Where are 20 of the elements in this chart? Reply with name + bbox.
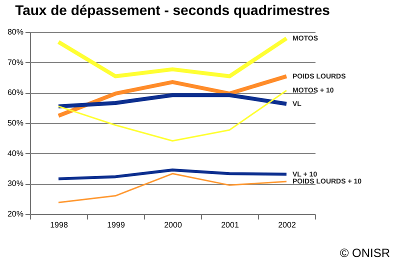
y-tick-label: 80%: [7, 28, 24, 36]
x-tick-label: 2002: [278, 220, 296, 230]
chart-title: Taux de dépassement - seconds quadrimestres: [15, 2, 330, 18]
line-series: [58, 90, 288, 142]
x-tick-label: 1999: [107, 220, 126, 230]
x-tick-label: 2000: [164, 220, 182, 230]
line-series: [57, 168, 288, 180]
line-series: [58, 172, 288, 204]
y-tick-label: 40%: [7, 148, 24, 158]
y-tick-label: 70%: [7, 58, 24, 67]
y-tick-label: 20%: [7, 210, 24, 218]
text: © ONISR: [340, 246, 390, 260]
x-tick-label: 1998: [50, 220, 68, 230]
line-series: [56, 93, 288, 108]
y-tick-label: 60%: [7, 88, 24, 98]
x-tick-label: 2001: [221, 220, 240, 230]
y-tick-label: 30%: [7, 179, 24, 188]
line-series: [56, 36, 288, 78]
y-tick-label: 50%: [7, 118, 24, 128]
line-series: [56, 74, 288, 118]
